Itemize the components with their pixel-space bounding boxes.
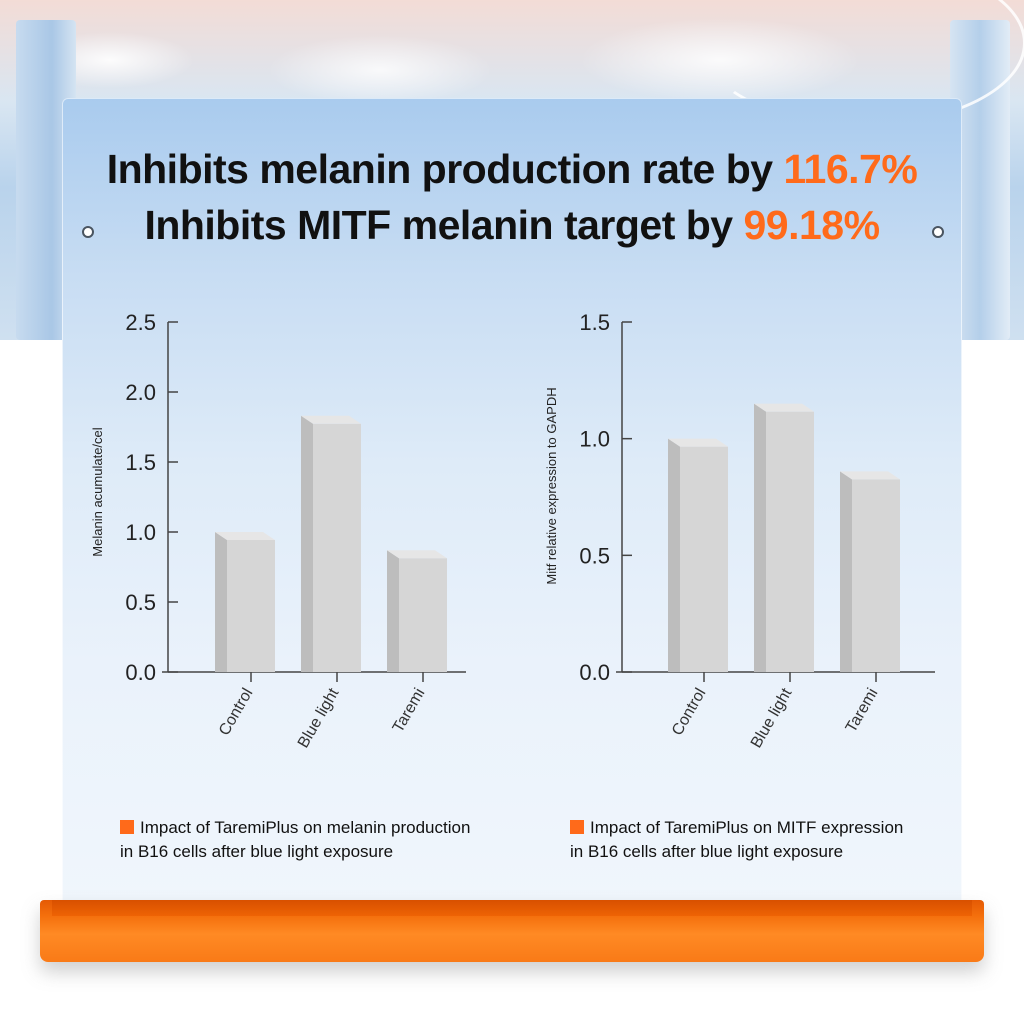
headline-2-text: Inhibits MITF melanin target by xyxy=(144,202,744,248)
y-tick-label: 1.5 xyxy=(125,450,156,475)
y-tick-label: 2.5 xyxy=(125,310,156,335)
bar-front-face xyxy=(680,446,728,672)
left-chart-caption: Impact of TaremiPlus on melanin producti… xyxy=(120,816,510,864)
bar-top-face xyxy=(668,438,728,447)
y-tick-label: 0.5 xyxy=(125,590,156,615)
left-caption-line-2: in B16 cells after blue light exposure xyxy=(120,842,394,861)
bar-taremi xyxy=(387,550,447,672)
bar-top-face xyxy=(840,471,900,480)
headline-2-value: 99.18% xyxy=(743,202,880,248)
bar-front-face xyxy=(766,411,814,672)
y-tick-label: 0.0 xyxy=(579,660,610,685)
headline-line-2: Inhibits MITF melanin target by 99.18% xyxy=(62,202,962,249)
legend-swatch xyxy=(120,820,134,834)
bar-side-face xyxy=(754,403,766,672)
y-tick-label: 0.0 xyxy=(125,660,156,685)
y-tick-label: 0.5 xyxy=(579,543,610,568)
bar-side-face xyxy=(215,532,227,672)
y-tick-label: 2.0 xyxy=(125,380,156,405)
y-axis-title: Mitf relative expression to GAPDH xyxy=(544,387,559,584)
y-axis-title: Melanin acumulate/cel xyxy=(90,427,105,556)
x-category-label: Control xyxy=(669,686,710,739)
x-category-label: Taremi xyxy=(843,686,882,736)
bar-top-face xyxy=(215,532,275,540)
headline-1-text: Inhibits melanin production rate by xyxy=(106,146,784,192)
bar-side-face xyxy=(387,550,399,672)
headline-line-1: Inhibits melanin production rate by 116.… xyxy=(62,146,962,193)
bar-control xyxy=(215,532,275,672)
right-chart-caption: Impact of TaremiPlus on MITF expression … xyxy=(570,816,960,864)
legend-swatch xyxy=(570,820,584,834)
y-tick-label: 1.0 xyxy=(125,520,156,545)
bar-blue-light xyxy=(301,415,361,672)
bar-top-face xyxy=(301,415,361,424)
bar-side-face xyxy=(301,415,313,672)
bar-front-face xyxy=(227,540,275,672)
bar-top-face xyxy=(754,403,814,412)
right-caption-line-1: Impact of TaremiPlus on MITF expression xyxy=(590,818,904,837)
bar-control xyxy=(668,438,728,672)
panel-pin-right-icon xyxy=(932,226,944,238)
bar-taremi xyxy=(840,471,900,672)
bar-side-face xyxy=(840,471,852,672)
y-tick-label: 1.5 xyxy=(579,310,610,335)
bar-side-face xyxy=(668,438,680,672)
bar-front-face xyxy=(313,423,361,672)
bar-blue-light xyxy=(754,403,814,672)
bar-top-face xyxy=(387,550,447,559)
y-tick-label: 1.0 xyxy=(579,427,610,452)
bar-front-face xyxy=(852,479,900,672)
headline-1-value: 116.7% xyxy=(783,146,918,192)
orange-stand-top xyxy=(52,900,972,916)
x-category-label: Blue light xyxy=(748,685,796,751)
left-caption-line-1: Impact of TaremiPlus on melanin producti… xyxy=(140,818,471,837)
right-caption-line-2: in B16 cells after blue light exposure xyxy=(570,842,844,861)
panel-pin-left-icon xyxy=(82,226,94,238)
bar-front-face xyxy=(399,558,447,672)
